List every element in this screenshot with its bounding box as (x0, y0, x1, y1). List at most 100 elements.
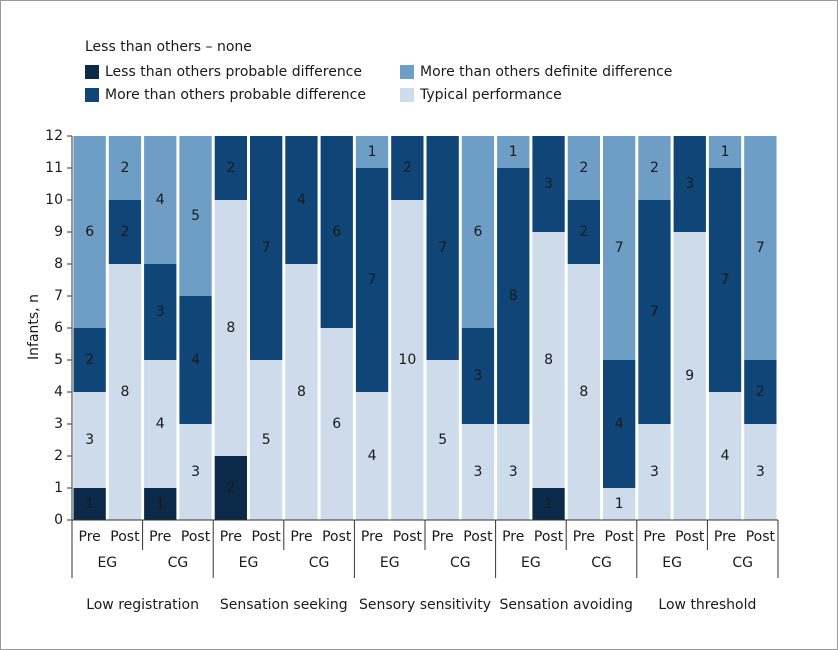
bar-segment (426, 360, 459, 520)
segment-label: 10 (398, 352, 416, 368)
bar-segment (497, 424, 530, 520)
subgroup-label: CG (732, 555, 753, 571)
bar-segment (250, 136, 283, 360)
bar-segment (214, 456, 247, 520)
x-tick-label: Post (393, 529, 423, 545)
x-tick-label: Pre (643, 529, 665, 545)
bar-segment (497, 168, 530, 424)
legend-label: More than others definite difference (420, 64, 672, 80)
segment-label: 1 (156, 496, 165, 512)
y-tick-label: 4 (54, 384, 63, 400)
segment-label: 9 (685, 368, 694, 384)
bar-segment (320, 328, 353, 520)
bar-segment (744, 136, 777, 360)
group-label: Sensation avoiding (500, 597, 633, 613)
segment-label: 1 (721, 144, 730, 160)
subgroup-label: EG (380, 555, 400, 571)
segment-label: 5 (262, 432, 271, 448)
segment-label: 7 (615, 240, 624, 256)
segment-label: 3 (650, 464, 659, 480)
subgroup-label: EG (97, 555, 117, 571)
bar-segment (214, 136, 247, 200)
subgroup-label: CG (309, 555, 330, 571)
y-tick-label: 5 (54, 352, 63, 368)
bar-segment (108, 264, 142, 520)
segment-label: 1 (615, 496, 624, 512)
bar-segment (638, 136, 671, 200)
bar-segment (355, 168, 389, 392)
bar-segment (426, 136, 459, 360)
bar-segment (708, 136, 742, 168)
bar-segment (567, 264, 600, 520)
group-label: Sensation seeking (220, 597, 348, 613)
x-tick-label: Post (534, 529, 564, 545)
legend-swatch (85, 65, 99, 79)
x-tick-label: Pre (432, 529, 454, 545)
segment-label: 2 (756, 384, 765, 400)
x-tick-label: Post (181, 529, 211, 545)
segment-label: 3 (509, 464, 518, 480)
bar-segment (108, 200, 142, 264)
segment-label: 4 (368, 448, 377, 464)
bar-segment (497, 136, 530, 168)
segment-label: 8 (509, 288, 518, 304)
segment-label: 3 (85, 432, 94, 448)
segment-label: 2 (403, 160, 412, 176)
y-tick-label: 9 (54, 224, 63, 240)
legend-label: Less than others probable difference (105, 64, 362, 80)
segment-label: 4 (615, 416, 624, 432)
segment-label: 6 (473, 224, 482, 240)
bar-segment (144, 136, 177, 264)
x-tick-label: Pre (361, 529, 383, 545)
segment-label: 3 (156, 304, 165, 320)
bar-segment (603, 136, 636, 360)
bar-segment (638, 424, 671, 520)
bar-segment (461, 424, 495, 520)
legend-swatch (400, 65, 414, 79)
bar-segment (673, 136, 706, 232)
segment-label: 8 (579, 384, 588, 400)
segment-label: 1 (368, 144, 377, 160)
legend-header: Less than others – none (85, 39, 252, 55)
y-tick-label: 7 (54, 288, 63, 304)
bar-segment (320, 136, 353, 328)
segment-label: 3 (756, 464, 765, 480)
segment-label: 7 (756, 240, 765, 256)
segment-label: 1 (509, 144, 518, 160)
segment-label: 4 (721, 448, 730, 464)
segment-label: 2 (579, 160, 588, 176)
segment-label: 3 (544, 176, 553, 192)
subgroup-label: EG (239, 555, 259, 571)
bar-segment (603, 360, 636, 488)
segment-label: 7 (438, 240, 447, 256)
subgroup-label: EG (662, 555, 682, 571)
segment-label: 1 (544, 496, 553, 512)
bar-segment (708, 392, 742, 520)
bar-segment (461, 136, 495, 328)
bar-segment (603, 488, 636, 520)
bar-segment (744, 360, 777, 424)
segment-label: 8 (544, 352, 553, 368)
x-tick-label: Pre (502, 529, 524, 545)
subgroup-label: CG (591, 555, 612, 571)
segment-label: 7 (721, 272, 730, 288)
y-tick-label: 8 (54, 256, 63, 272)
segment-label: 4 (191, 352, 200, 368)
segment-label: 4 (156, 416, 165, 432)
segment-label: 3 (473, 464, 482, 480)
segment-label: 4 (297, 192, 306, 208)
x-tick-label: Post (252, 529, 282, 545)
legend-swatch (400, 88, 414, 102)
x-tick-label: Pre (290, 529, 312, 545)
bar-segment (567, 200, 600, 264)
bar-segment (708, 168, 742, 392)
y-tick-label: 1 (54, 480, 63, 496)
bar-segment (391, 136, 424, 200)
bar-segment (285, 264, 318, 520)
x-tick-label: Pre (79, 529, 101, 545)
bar-segment (355, 136, 389, 168)
segment-label: 2 (579, 224, 588, 240)
subgroup-label: CG (168, 555, 189, 571)
bar-segment (144, 264, 177, 360)
y-tick-label: 10 (45, 192, 63, 208)
